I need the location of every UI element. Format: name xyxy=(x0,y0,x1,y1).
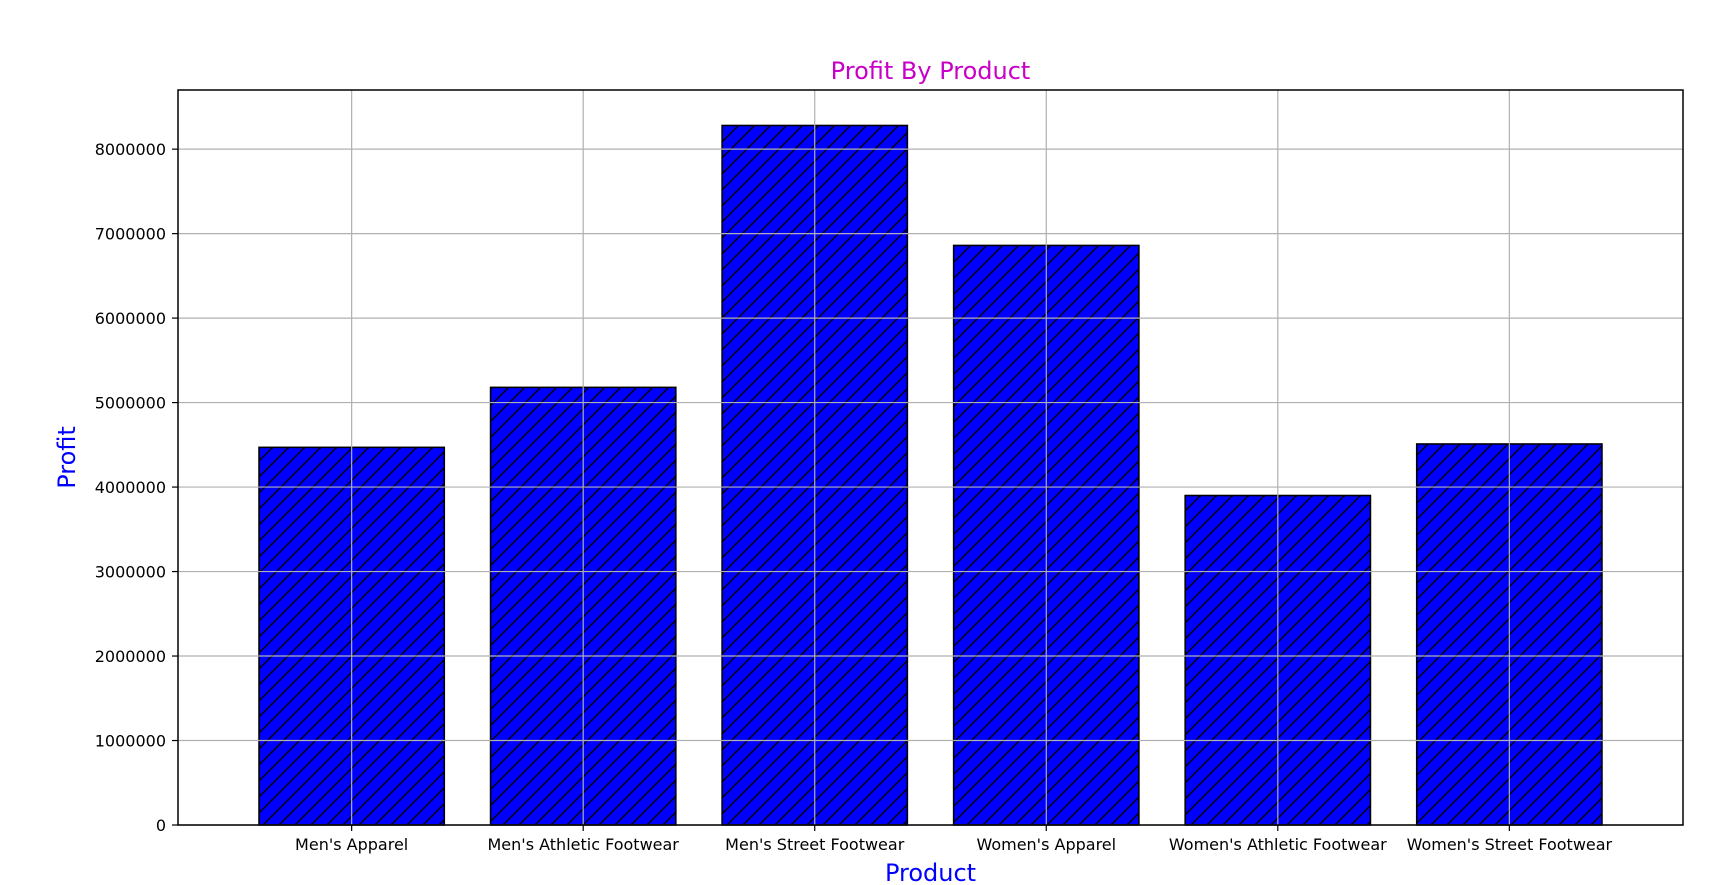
x-axis-title: Product xyxy=(885,859,976,885)
y-tick-label: 6000000 xyxy=(95,309,166,328)
y-tick-label: 8000000 xyxy=(95,140,166,159)
y-tick-label: 5000000 xyxy=(95,394,166,413)
x-tick-label: Women's Athletic Footwear xyxy=(1169,835,1387,854)
chart-title: Profit By Product xyxy=(831,57,1031,85)
x-tick-label: Men's Athletic Footwear xyxy=(488,835,680,854)
x-axis-ticks: Men's Apparel Men's Athletic Footwear Men'… xyxy=(295,825,1613,854)
plot-frame xyxy=(177,89,1684,826)
x-tick-label: Men's Apparel xyxy=(295,835,408,854)
x-tick-label: Men's Street Footwear xyxy=(725,835,905,854)
y-axis-title: Profit xyxy=(53,426,81,489)
y-tick-label: 4000000 xyxy=(95,478,166,497)
y-tick-label: 2000000 xyxy=(95,647,166,666)
x-tick-label: Women's Apparel xyxy=(976,835,1116,854)
y-axis-ticks: 0 1000000 2000000 3000000 4000000 5000000 6000… xyxy=(95,140,178,835)
y-tick-label: 1000000 xyxy=(95,732,166,751)
bars xyxy=(258,124,1603,826)
y-tick-label: 0 xyxy=(156,816,166,835)
y-tick-label: 7000000 xyxy=(95,225,166,244)
y-tick-label: 3000000 xyxy=(95,563,166,582)
x-tick-label: Women's Street Footwear xyxy=(1407,835,1613,854)
